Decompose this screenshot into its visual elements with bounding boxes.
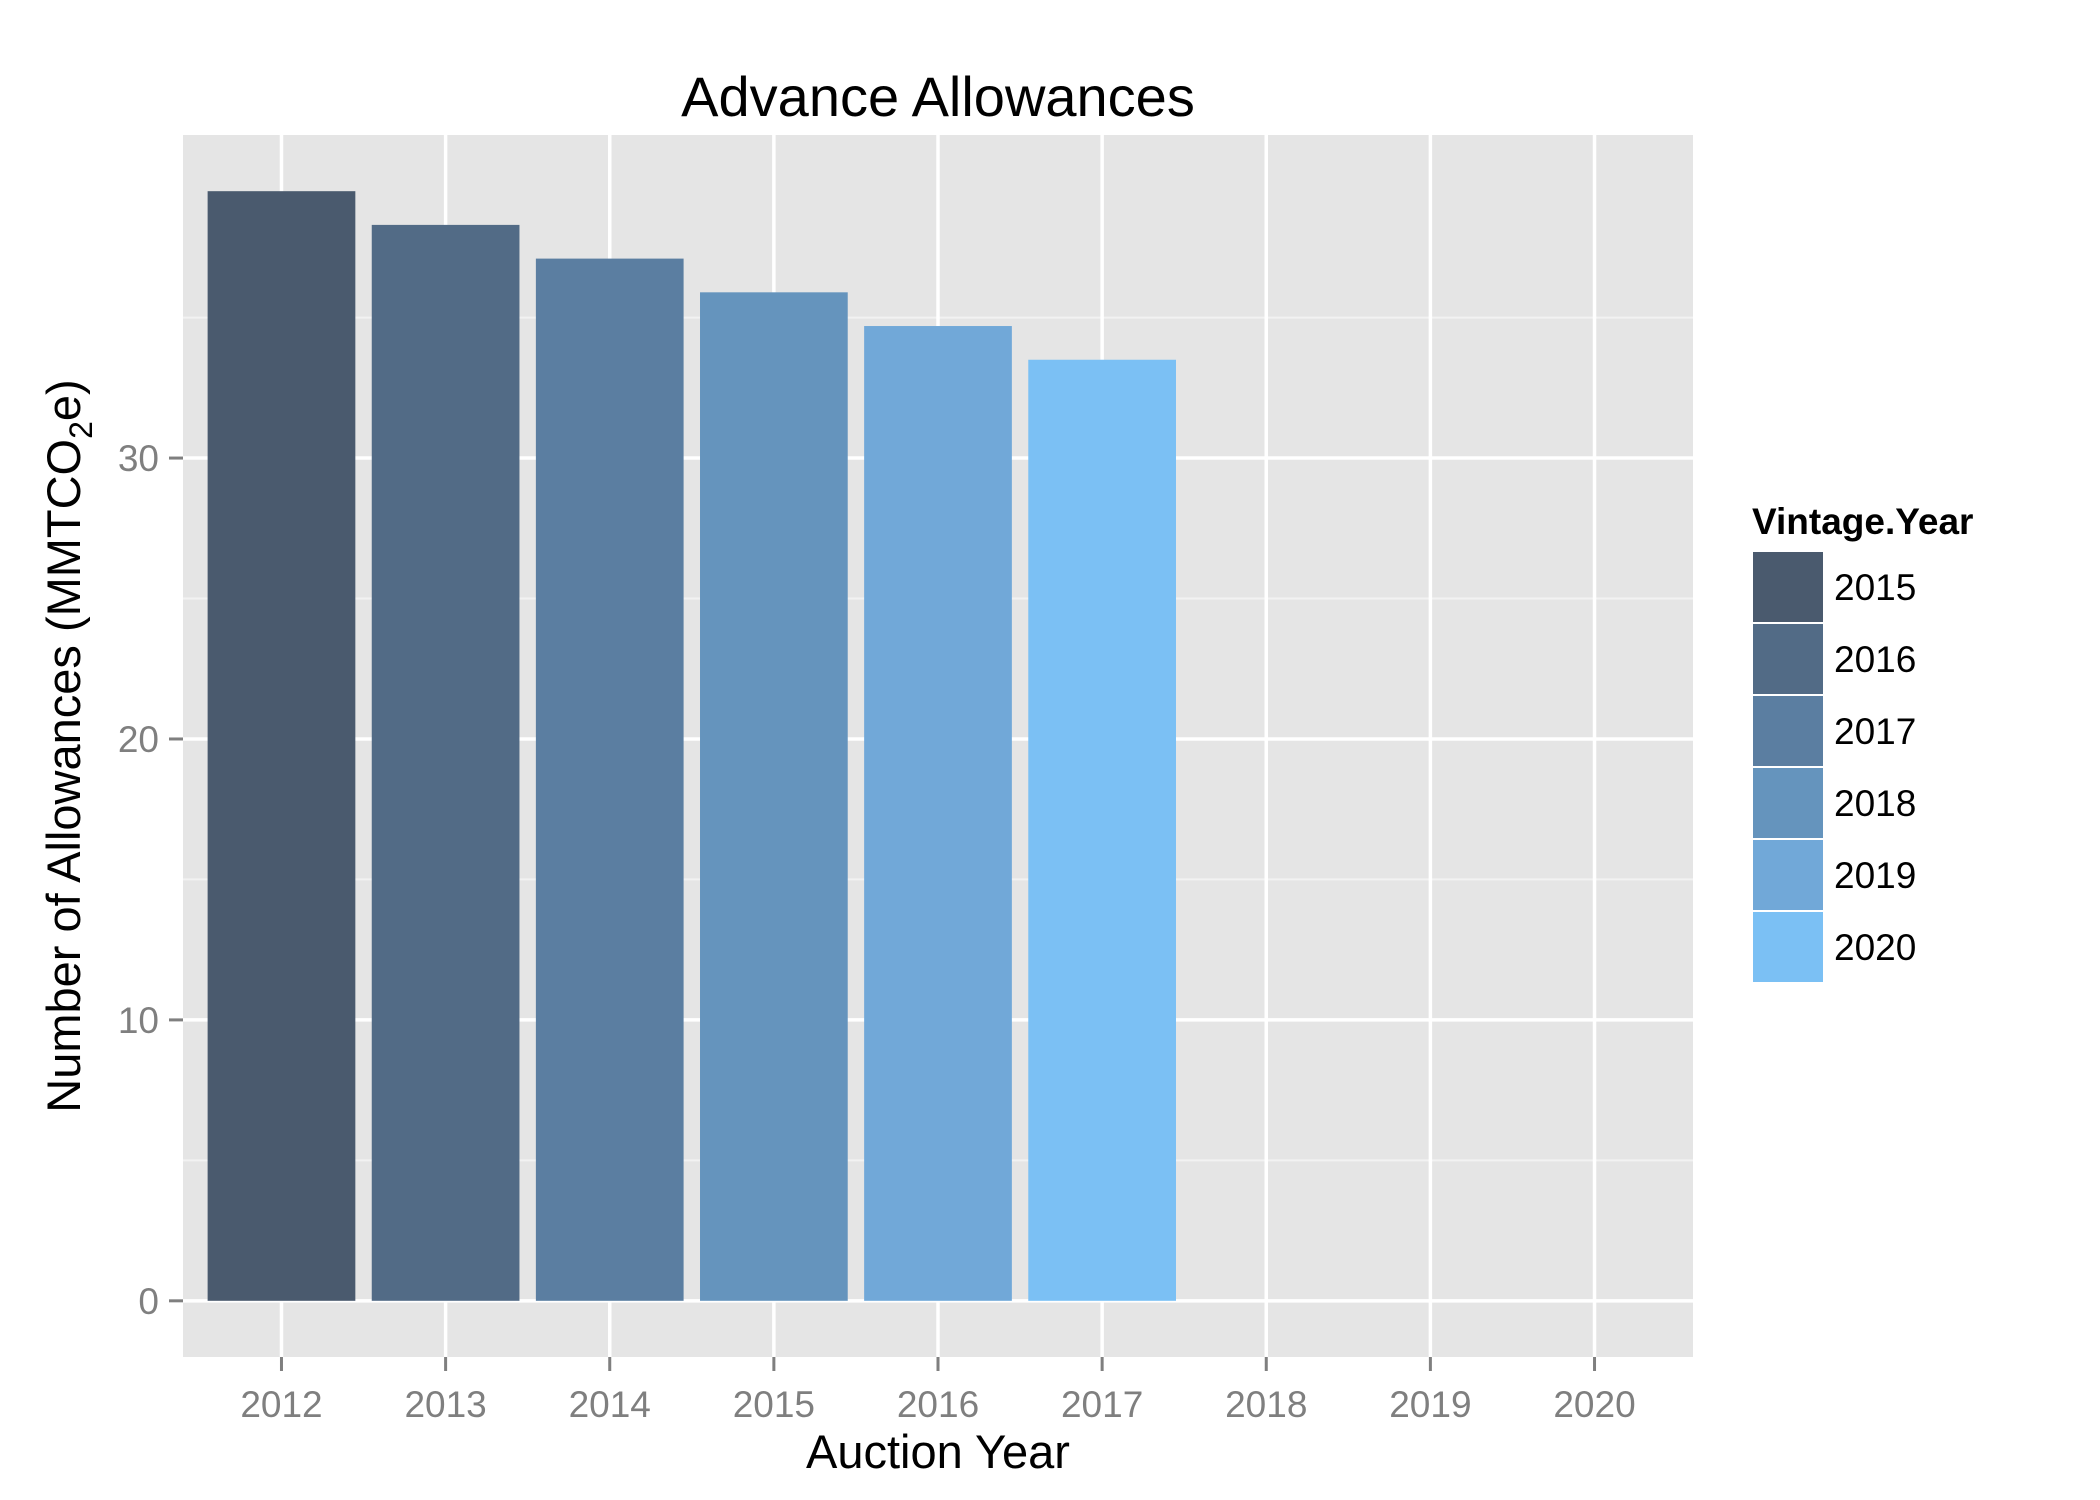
x-tick-label: 2013 (404, 1384, 486, 1425)
legend: Vintage.Year 2015 2016 2017 2018 2019 2020 (1751, 501, 1973, 984)
x-tick-label: 2018 (1225, 1384, 1307, 1425)
legend-title: Vintage.Year (1752, 501, 1973, 542)
x-axis-title: Auction Year (806, 1425, 1070, 1478)
legend-key (1751, 622, 1825, 696)
x-axis-ticks: 2012 2013 2014 2015 2016 2017 2018 2019 2020 (240, 1357, 1636, 1425)
legend-label: 2019 (1834, 855, 1916, 896)
y-axis-title-prefix: Number of Allowances (MMTCO (37, 439, 90, 1113)
legend-key (1751, 766, 1825, 840)
bar (1028, 359, 1176, 1301)
legend-label: 2020 (1834, 927, 1916, 968)
y-axis-title-suffix: e) (37, 379, 90, 421)
y-axis-title: Number of Allowances (MMTCO2e) (37, 379, 99, 1112)
legend-key (1751, 910, 1825, 984)
legend-key (1751, 550, 1825, 624)
legend-label: 2015 (1834, 567, 1916, 608)
y-tick-label: 30 (118, 438, 159, 479)
x-tick-label: 2017 (1061, 1384, 1143, 1425)
bar (700, 292, 848, 1301)
x-tick-label: 2019 (1389, 1384, 1471, 1425)
legend-label: 2016 (1834, 639, 1916, 680)
x-tick-label: 2014 (569, 1384, 651, 1425)
y-tick-label: 20 (118, 719, 159, 760)
y-axis-title-subscript: 2 (63, 421, 99, 439)
bar (535, 258, 684, 1301)
x-tick-label: 2016 (897, 1384, 979, 1425)
x-tick-label: 2015 (733, 1384, 815, 1425)
y-tick-label: 10 (118, 1000, 159, 1041)
legend-key (1751, 838, 1825, 912)
legend-label: 2017 (1834, 711, 1916, 752)
bar (207, 191, 356, 1301)
y-axis-ticks: 0 10 20 30 (118, 438, 183, 1322)
legend-key (1751, 694, 1825, 768)
legend-label: 2018 (1834, 783, 1916, 824)
legend-items: 2015 2016 2017 2018 2019 2020 (1751, 550, 1916, 984)
y-tick-label: 0 (138, 1281, 159, 1322)
x-tick-label: 2020 (1553, 1384, 1635, 1425)
x-tick-label: 2012 (240, 1384, 322, 1425)
bars (207, 191, 1176, 1301)
chart-title: Advance Allowances (681, 65, 1195, 128)
bar (371, 224, 520, 1301)
bar (864, 326, 1012, 1301)
